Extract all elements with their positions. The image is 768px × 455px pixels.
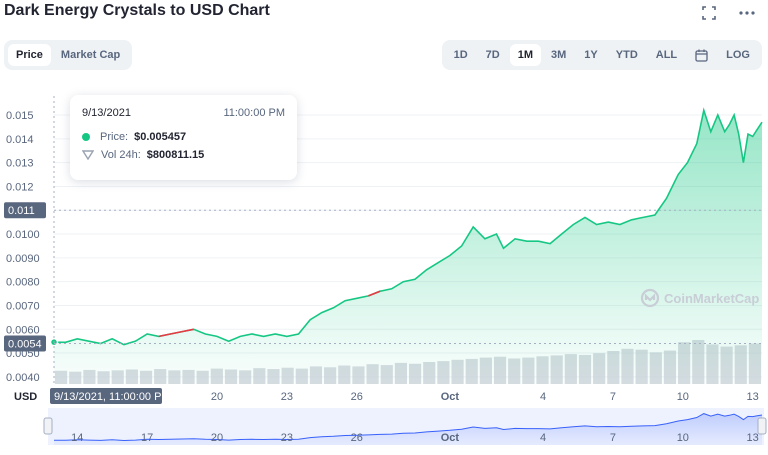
crosshair-x-label: 9/13/2021, 11:00:00 PM [54,391,171,403]
price-dot-icon [82,133,90,141]
crosshair-x-box [50,388,162,404]
range-1m[interactable]: 1M [509,44,542,66]
watermark-text: CoinMarketCap [664,290,760,306]
price-area [54,110,762,385]
navigator-tick-label: Oct [441,432,460,444]
price-line [49,107,763,347]
price-highlight-label: 0.011 [8,205,35,217]
volume-shield-icon [82,150,94,160]
range-tabs: 1D 7D 1M 3M 1Y YTD ALL LOG [441,40,762,70]
navigator-tick-label: 13 [747,432,759,444]
range-1d[interactable]: 1D [453,49,468,61]
tooltip-volume-value: $800811.15 [146,149,205,161]
tooltip-date: 9/13/2021 [82,107,131,119]
currency-label: USD [14,391,37,403]
y-tick-label: 0.014 [6,134,34,146]
x-tick-label: Oct [441,391,460,403]
y-tick-label: 0.012 [6,181,34,193]
page-title: Dark Energy Crystals to USD Chart [4,2,270,19]
y-tick-label: 0.0040 [6,372,40,384]
y-tick-label: 0.0060 [6,324,40,336]
price-area-fill [54,110,762,385]
calendar-button[interactable] [687,44,716,66]
x-tick-label: 4 [540,391,546,403]
tooltip-price-label: Price: [100,131,129,143]
metric-tabs: Price Market Cap [4,40,133,70]
chart-canvas[interactable]: 0.0150.0140.0130.0120.0110.01000.00900.0… [0,78,768,455]
y-tick-label: 0.0100 [6,229,40,241]
x-tick-label: 13 [747,391,759,403]
fullscreen-icon[interactable] [700,4,718,22]
x-tick-label: 23 [281,391,293,403]
watermark: CoinMarketCap [640,288,759,308]
navigator-tick-label: 20 [211,432,223,444]
navigator-tick-label: 14 [71,432,83,444]
price-line-down [158,328,194,338]
navigator-tick-label: 7 [610,432,616,444]
navigator-line [54,413,763,442]
header-actions [700,4,756,22]
crosshair: 0.011 0.0054 9/13/2021, 11:00:00 PM [4,96,762,404]
price-line-down [368,290,381,297]
range-3m[interactable]: 3M [551,49,567,61]
log-toggle[interactable]: LOG [726,49,750,61]
price-highlight-box [4,202,46,219]
range-1y[interactable]: 1Y [584,49,598,61]
x-axis: 20 23 26 Oct 4 7 10 13 [211,391,759,403]
x-tick-label: 26 [351,391,363,403]
navigator-handle-right [757,417,767,435]
calendar-icon [695,49,708,62]
navigator-tick-label: 23 [281,432,293,444]
y-tick-label: 0.0090 [6,253,40,265]
y-tick-label: 0.0070 [6,300,40,312]
tooltip-time: 11:00:00 PM [223,107,285,119]
price-highlight-label: 0.0054 [8,339,42,351]
y-tick-label: 0.015 [6,110,34,122]
navigator-tick-label: 26 [351,432,363,444]
tooltip-volume-label: Vol 24h: [101,149,141,161]
x-tick-label: 7 [610,391,616,403]
x-tick-label: 20 [211,391,223,403]
range-ytd[interactable]: YTD [615,49,638,61]
tooltip-price-value: $0.005457 [134,131,187,143]
x-tick-label: 10 [677,391,689,403]
navigator-tick-label: 17 [141,432,153,444]
price-chart[interactable]: 0.0150.0140.0130.0120.0110.01000.00900.0… [0,78,768,455]
price-tooltip: 9/13/2021 11:00:00 PM Price: $0.005457 V… [70,95,297,180]
navigator-tick-label: 4 [540,432,546,444]
y-tick-label: 0.0080 [6,277,40,289]
y-tick-label: 0.013 [6,158,34,170]
tab-price[interactable]: Price [8,44,51,66]
range-all[interactable]: ALL [655,49,678,61]
tab-market-cap[interactable]: Market Cap [60,49,121,61]
navigator-area [54,413,762,445]
navigator-tick-label: 10 [677,432,689,444]
coinmarketcap-logo-icon [640,288,660,308]
range-7d[interactable]: 7D [485,49,500,61]
more-options-icon[interactable] [738,4,756,22]
navigator[interactable]: 14 17 20 23 26 Oct 4 7 10 13 [43,408,767,445]
navigator-handle-left [43,417,53,435]
price-highlight-box [4,335,46,352]
